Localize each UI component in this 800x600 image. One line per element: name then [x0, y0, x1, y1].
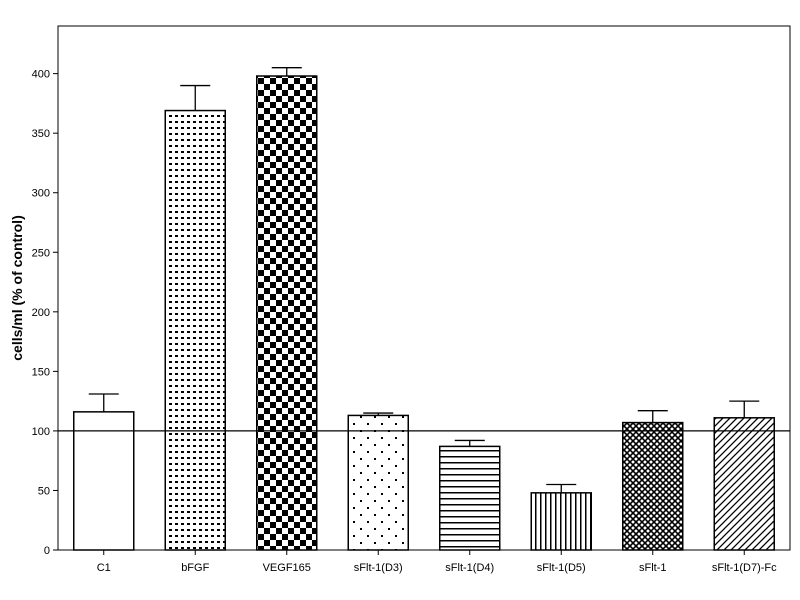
x-tick-label: VEGF165 — [263, 562, 311, 574]
plot-frame — [57, 25, 791, 551]
x-tick-label: sFlt-1(D7)-Fc — [712, 562, 777, 574]
bar — [622, 421, 684, 551]
y-tick-label: 300 — [32, 188, 50, 200]
x-tick-label: sFlt-1 — [639, 562, 667, 574]
x-tick-label: sFlt-1(D5) — [537, 562, 586, 574]
x-tick-label: sFlt-1(D4) — [445, 562, 494, 574]
y-tick-label: 150 — [32, 366, 50, 378]
bar — [439, 445, 501, 551]
bar — [73, 411, 135, 551]
bars-group — [73, 67, 775, 551]
x-axis: C1 bFGF VEGF165 sFlt-1(D3) sFlt-1(D4) sFlt-1(… — [97, 550, 777, 574]
bar — [530, 492, 592, 551]
bar — [347, 414, 409, 551]
bar — [164, 109, 226, 551]
y-tick-label: 200 — [32, 307, 50, 319]
y-tick-label: 350 — [32, 128, 50, 140]
y-tick-label: 0 — [44, 545, 50, 557]
y-tick-label: 250 — [32, 247, 50, 259]
y-tick-label: 100 — [32, 426, 50, 438]
y-axis: 0 50 100 150 200 250 300 350 400 — [32, 69, 58, 557]
y-tick-label: 400 — [32, 69, 50, 81]
x-tick-label: C1 — [97, 562, 111, 574]
y-tick-label: 50 — [38, 485, 50, 497]
x-tick-label: bFGF — [181, 562, 209, 574]
bar — [713, 417, 775, 551]
x-tick-label: sFlt-1(D3) — [354, 562, 403, 574]
bar — [256, 75, 318, 551]
y-axis-title: cells/ml (% of control) — [9, 215, 25, 360]
